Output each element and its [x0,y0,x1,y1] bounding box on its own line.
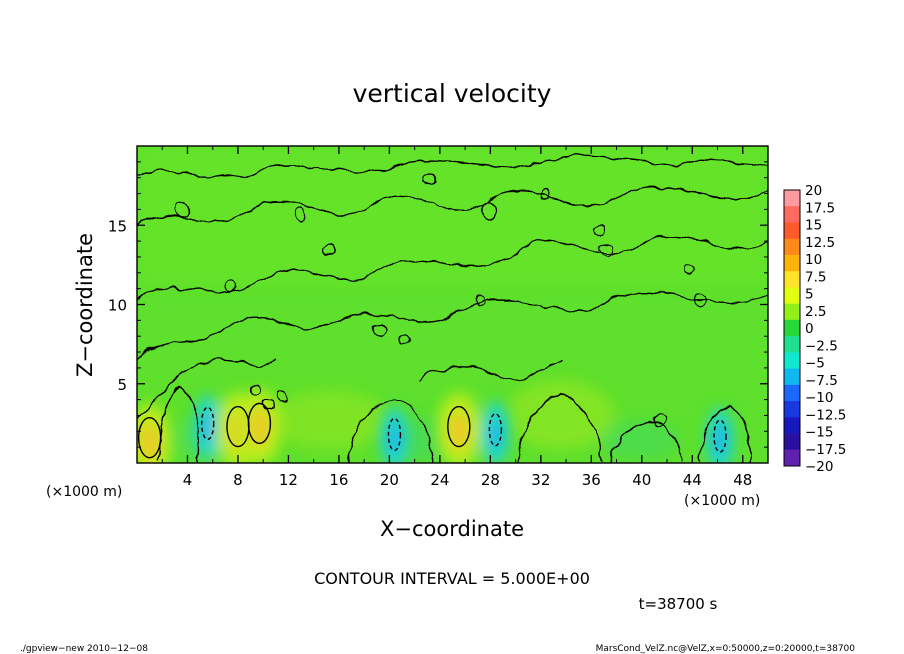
downdraft-contour [713,419,727,453]
downdraft-contour [488,413,503,447]
y-tick-label: 10 [108,297,127,315]
colorbar-swatch [784,254,800,272]
chart-title: vertical velocity [353,79,552,108]
colorbar-label: −2.5 [805,338,838,354]
updraft-contour [137,416,162,459]
colorbar-swatch [784,433,800,451]
y-axis: 5 10 15 [108,161,768,448]
x-axis: 4 8 12 16 20 24 28 32 36 40 44 48 [161,146,752,489]
x-tick-label: 24 [430,471,449,489]
colorbar-swatch [784,222,800,240]
colorbar-label: 12.5 [805,235,835,251]
y-axis-label: Z−coordinate [73,233,97,377]
contour-interval: CONTOUR INTERVAL = 5.000E+00 [314,569,590,588]
downdraft-core [201,411,214,444]
colorbar-label: −20 [805,459,834,475]
updraft-core [139,421,160,462]
x-tick-label: 32 [531,471,550,489]
colorbar-label: 5 [805,287,814,303]
colorbar-swatch [784,287,800,305]
colorbar-swatch [784,384,800,402]
x-tick-label: 28 [481,471,500,489]
x-axis-label: X−coordinate [380,517,524,541]
footer-right: MarsCond_VelZ.nc@VelZ,x=0:50000,z=0:2000… [596,644,856,654]
colorbar-swatch [784,401,800,418]
downdraft-core [714,424,727,457]
y-tick-label: 5 [117,376,127,394]
colorbar-label: 15 [805,218,822,234]
x-tick-label: 4 [183,471,193,489]
x-tick-label: 8 [233,471,243,489]
colorbar-label: 20 [805,183,822,199]
colorbar-label: 7.5 [805,269,826,285]
colorbar-label: 0 [805,321,814,337]
colorbar-swatch [784,238,800,256]
footer-left: ./gpview−new 2010−12−08 [20,644,148,654]
updraft-core [448,410,469,451]
contour-small-rings [174,174,707,428]
x-tick-label: 44 [683,471,702,489]
colorbar-swatch [784,336,800,353]
colorbar-frame [783,189,801,467]
feature-fills [137,389,735,463]
colorbar-swatch [784,368,800,386]
downdraft-core [489,417,502,450]
x-unit-left: (×1000 m) [46,484,122,500]
y-tick-label: 15 [108,217,127,235]
colorbar-swatch [784,417,800,435]
x-unit-right: (×1000 m) [684,493,760,509]
colorbar-swatch [784,352,800,370]
x-tick-label: 48 [733,471,752,489]
colorbar-label: 2.5 [805,304,826,320]
x-tick-label: 20 [380,471,399,489]
feature-contours [137,402,727,459]
colorbar-swatch [784,271,800,288]
updraft-contour [247,402,272,445]
x-tick-label: 40 [632,471,651,489]
colorbar-label: −17.5 [805,442,846,458]
colorbar-swatch [784,303,800,321]
downdraft-contour [200,406,215,441]
updraft-core [249,407,270,448]
colorbar-swatch [784,319,800,337]
downdraft-core [388,422,401,455]
x-tick-label: 16 [329,471,348,489]
colorbar-label: 10 [805,252,822,268]
colorbar-label: −10 [805,390,834,406]
colorbar-label: −12.5 [805,407,846,423]
time-label: t=38700 s [639,595,718,613]
field-shading [137,146,768,462]
x-tick-label: 36 [582,471,601,489]
colorbar-label: 17.5 [805,200,835,216]
colorbar-label: −7.5 [805,373,838,389]
colorbar-swatch [784,190,800,207]
contour-lines [137,154,768,463]
colorbar-swatch [784,449,800,467]
colorbar-label: −15 [805,425,834,441]
downdraft-contour [387,417,402,452]
plot-area [137,146,768,463]
updraft-contour [447,405,471,448]
colorbar-swatch [784,206,800,223]
colorbar-label: −5 [805,356,825,372]
x-tick-label: 12 [279,471,298,489]
